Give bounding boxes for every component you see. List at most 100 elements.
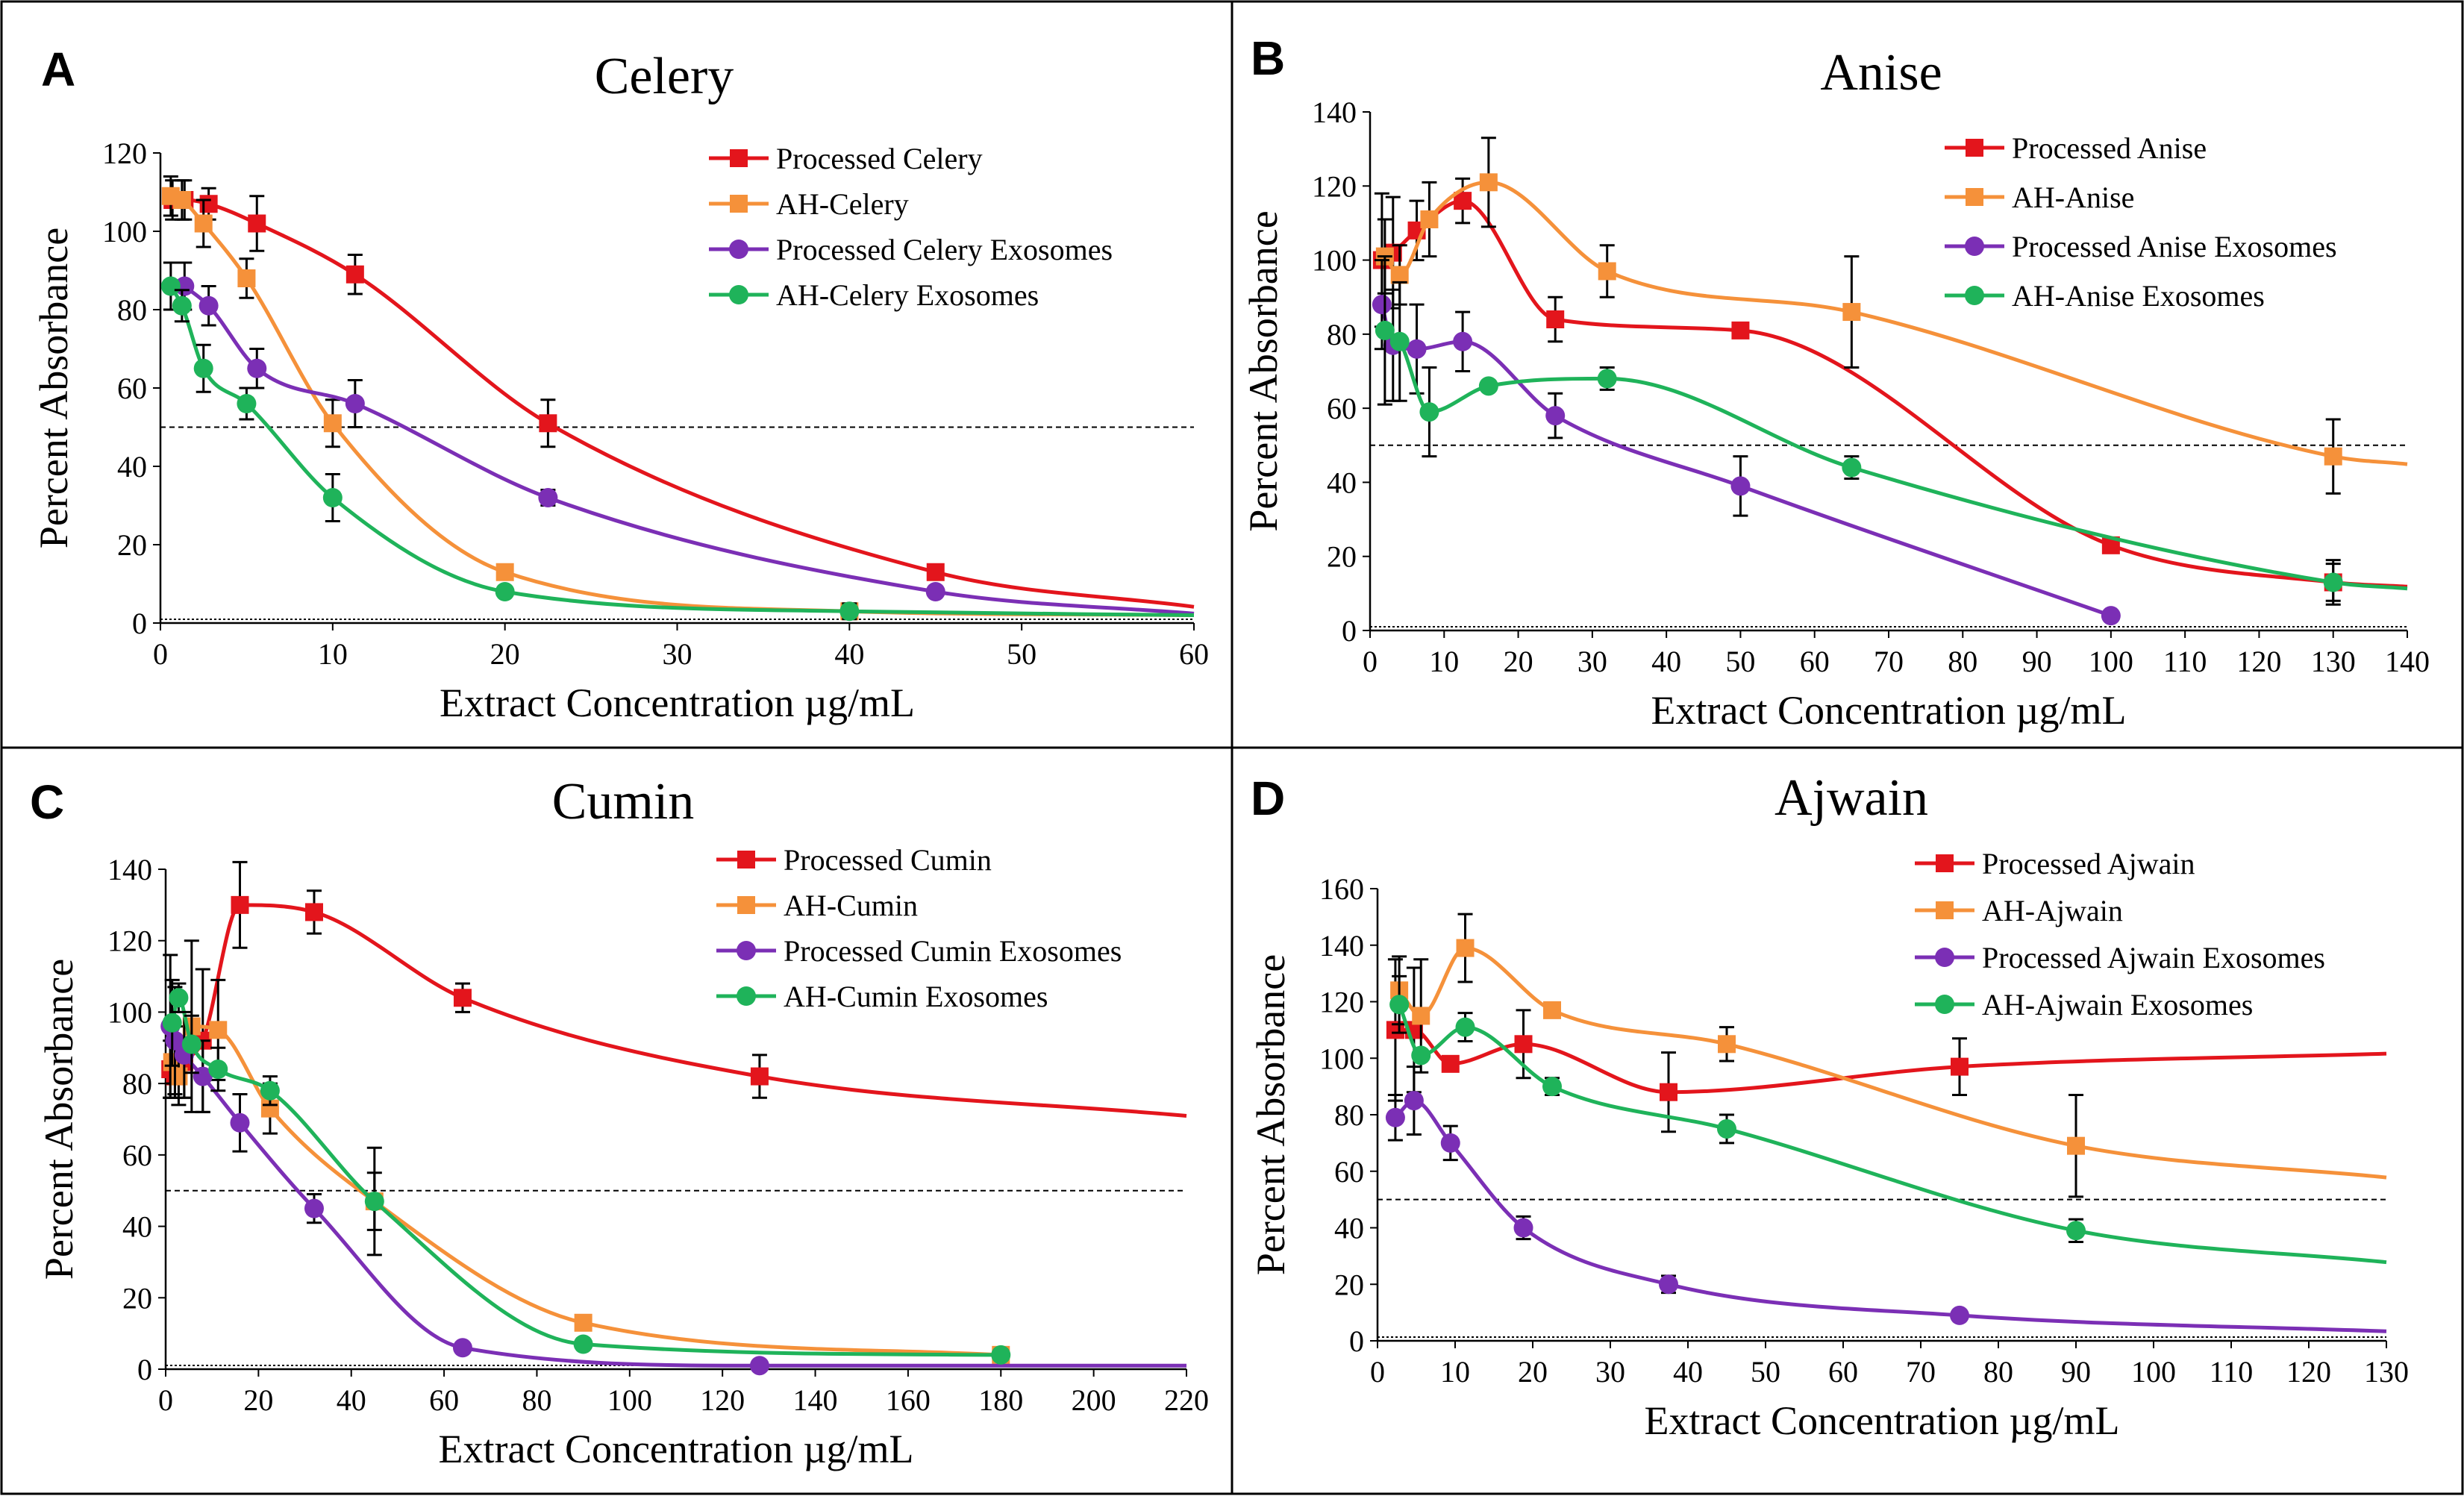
series-line-processed_exosomes <box>184 287 1194 614</box>
series-line-processed_exosomes <box>1395 1101 2386 1331</box>
data-point <box>2101 606 2121 625</box>
legend-marker <box>1936 854 1954 872</box>
data-point <box>1718 1035 1736 1053</box>
data-point <box>1950 1306 1969 1325</box>
data-point <box>538 488 557 507</box>
x-tick-label: 80 <box>1948 645 1977 678</box>
x-tick-label: 160 <box>886 1383 931 1417</box>
legend-marker <box>1935 995 1954 1014</box>
y-tick-label: 120 <box>107 924 152 958</box>
data-point <box>195 215 213 233</box>
y-tick-label: 140 <box>107 853 152 886</box>
panel-D: D Ajwain0204060801001201401600 10 20 30 40 50 6… <box>1248 769 2409 1443</box>
legend-label: Processed Anise <box>2012 131 2207 165</box>
data-point <box>453 1338 472 1357</box>
data-point <box>324 414 342 432</box>
legend-label: AH-Cumin <box>784 889 918 922</box>
series-line-ah_exosomes <box>1385 331 2407 589</box>
data-point <box>237 269 255 287</box>
x-tick-label: 120 <box>2286 1355 2331 1389</box>
data-point <box>1407 339 1427 359</box>
data-point <box>199 296 219 316</box>
y-tick-label: 40 <box>1327 466 1357 499</box>
data-point <box>1420 210 1438 228</box>
data-point <box>169 988 188 1007</box>
figure-svg: A Celery0204060801001200 10 20 30 40 50 60Extra… <box>0 0 2464 1495</box>
y-tick-label: 100 <box>102 215 147 248</box>
x-tick-label: 130 <box>2311 645 2356 678</box>
data-point <box>574 1335 593 1354</box>
chart-title: Cumin <box>552 773 695 830</box>
data-point <box>1842 458 1861 478</box>
data-point <box>304 1199 324 1218</box>
data-point <box>2324 448 2342 466</box>
x-tick-label: 50 <box>1007 637 1036 671</box>
data-point <box>1457 939 1475 957</box>
x-tick-label: 110 <box>2210 1355 2254 1389</box>
y-tick-label: 40 <box>1334 1212 1364 1245</box>
series-processed_exosomes <box>175 263 1194 613</box>
legend-marker <box>730 149 748 167</box>
y-tick-label: 100 <box>1319 1042 1364 1075</box>
legend-label: AH-Cumin Exosomes <box>784 980 1048 1013</box>
legend-marker <box>729 240 748 259</box>
legend-label: AH-Ajwain <box>1982 894 2123 927</box>
series-processed_exosomes <box>1372 260 2121 626</box>
data-point <box>173 191 191 209</box>
legend-label: AH-Celery Exosomes <box>776 278 1039 312</box>
x-tick-label: 70 <box>1874 645 1904 678</box>
x-tick-label: 10 <box>1440 1355 1470 1389</box>
x-tick-label: 10 <box>1429 645 1459 678</box>
data-point <box>1731 322 1749 339</box>
legend-marker <box>1966 139 1983 157</box>
y-axis-label: Percent Absorbance <box>1241 210 1286 531</box>
x-tick-label: 90 <box>2061 1355 2091 1389</box>
y-tick-label: 60 <box>117 372 147 405</box>
x-tick-label: 40 <box>337 1383 366 1417</box>
y-tick-label: 0 <box>1342 614 1357 648</box>
x-tick-label: 140 <box>793 1383 838 1417</box>
data-point <box>839 601 859 621</box>
y-tick-label: 60 <box>122 1139 152 1172</box>
legend-marker <box>737 986 756 1006</box>
y-tick-label: 40 <box>117 450 147 484</box>
chart-title: Anise <box>1820 44 1942 101</box>
data-point <box>496 563 514 581</box>
x-tick-label: 100 <box>2131 1355 2176 1389</box>
y-axis-label: Percent Absorbance <box>31 228 76 548</box>
x-axis-label: Extract Concentration µg/mL <box>1651 688 2127 733</box>
data-point <box>1717 1119 1736 1139</box>
x-tick-label: 30 <box>1577 645 1607 678</box>
data-point <box>991 1345 1010 1365</box>
data-point <box>1441 1133 1460 1153</box>
x-tick-label: 100 <box>607 1383 652 1417</box>
x-tick-label: 100 <box>2089 645 2133 678</box>
series-ah_exosomes <box>163 980 1011 1365</box>
data-point <box>1598 262 1616 280</box>
x-axis-label: Extract Concentration µg/mL <box>1645 1398 2120 1443</box>
data-point <box>172 296 192 316</box>
data-point <box>926 582 945 601</box>
chart-title: Celery <box>595 48 734 105</box>
x-tick-label: 40 <box>1651 645 1681 678</box>
x-tick-label: 110 <box>2163 645 2207 678</box>
data-point <box>1372 295 1392 314</box>
y-tick-label: 140 <box>1319 929 1364 963</box>
data-point <box>1412 1007 1430 1024</box>
y-tick-label: 0 <box>132 607 147 640</box>
data-point <box>1542 1077 1562 1096</box>
data-point <box>1514 1218 1533 1238</box>
data-point <box>260 1081 280 1101</box>
data-point <box>247 359 266 378</box>
series-processed <box>1386 960 2386 1132</box>
data-point <box>2066 1221 2086 1240</box>
data-point <box>2324 572 2343 592</box>
y-tick-label: 120 <box>1319 986 1364 1019</box>
figure: A Celery 0 20 40 60 80 100 120 0 10 20 30 40 50 60 Extra… <box>0 0 2464 1495</box>
legend-marker <box>1965 286 1984 305</box>
y-tick-label: 120 <box>102 137 147 170</box>
y-tick-label: 20 <box>1327 540 1357 574</box>
data-point <box>1546 310 1564 328</box>
data-point <box>237 394 256 413</box>
y-tick-label: 0 <box>137 1353 152 1386</box>
